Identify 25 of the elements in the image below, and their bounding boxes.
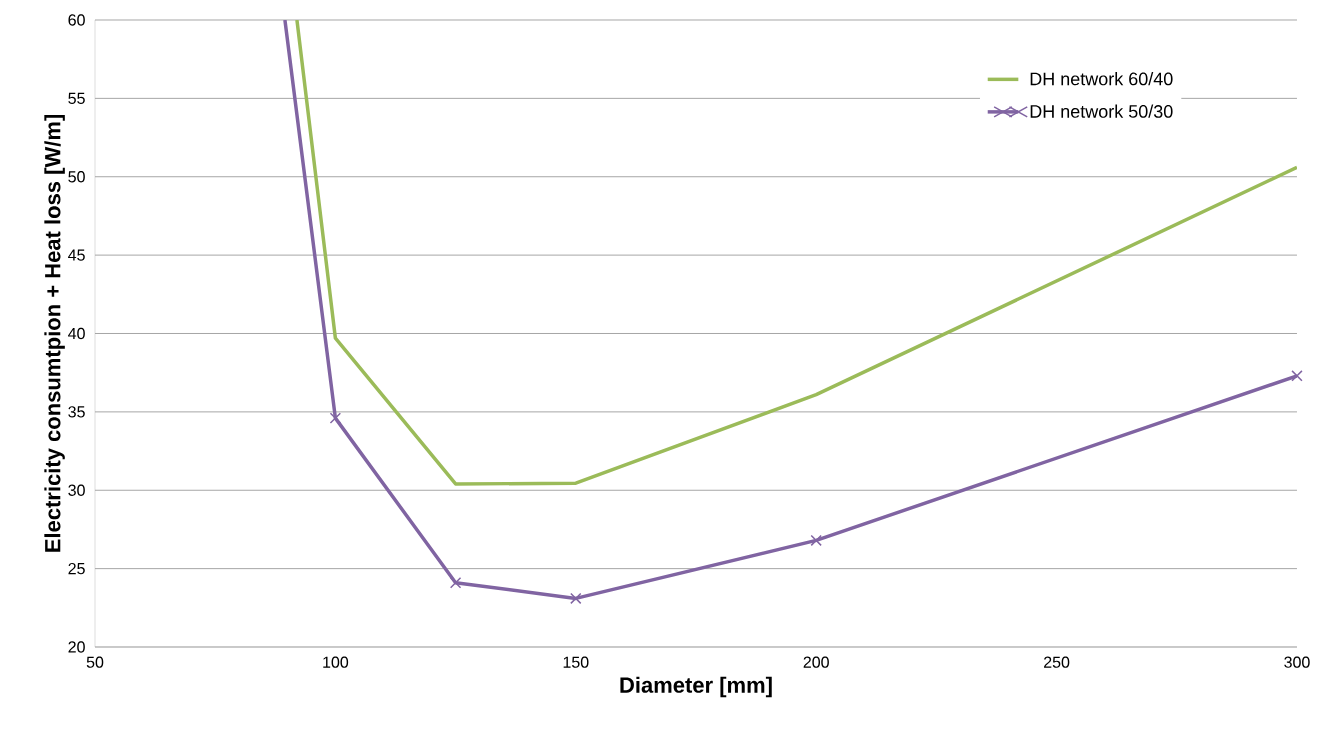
x-axis-title: Diameter [mm] — [620, 676, 772, 698]
y-tick-label: 60 — [68, 14, 85, 26]
x-tick-label: 300 — [1284, 656, 1310, 668]
x-tick-label: 150 — [563, 656, 589, 668]
x-tick-label: 250 — [1044, 656, 1070, 668]
y-tick-label: 40 — [68, 327, 85, 340]
y-tick-label: 35 — [68, 406, 85, 418]
y-tick-label: 50 — [68, 171, 85, 183]
point — [570, 592, 582, 605]
y-tick-label: 55 — [68, 92, 85, 104]
y-tick-label: 20 — [68, 641, 85, 653]
line-series — [295, 20, 1297, 486]
point — [449, 577, 462, 589]
y-tick-label: 30 — [68, 484, 85, 496]
x-tick-label: 200 — [803, 656, 829, 668]
legend-label: DH network 50/30 — [1030, 104, 1173, 118]
point — [810, 534, 822, 547]
legend-label: DH network 60/40 — [1030, 72, 1173, 86]
x-tick-label: 50 — [86, 656, 104, 668]
y-tick-label: 45 — [68, 249, 85, 261]
y-tick-label: 25 — [68, 562, 85, 575]
point — [1291, 370, 1303, 382]
point — [329, 412, 342, 424]
x-tick-label: 100 — [323, 656, 349, 668]
y-axis-title: Electricity consumtpion + Heat loss [W/m] — [44, 115, 65, 552]
